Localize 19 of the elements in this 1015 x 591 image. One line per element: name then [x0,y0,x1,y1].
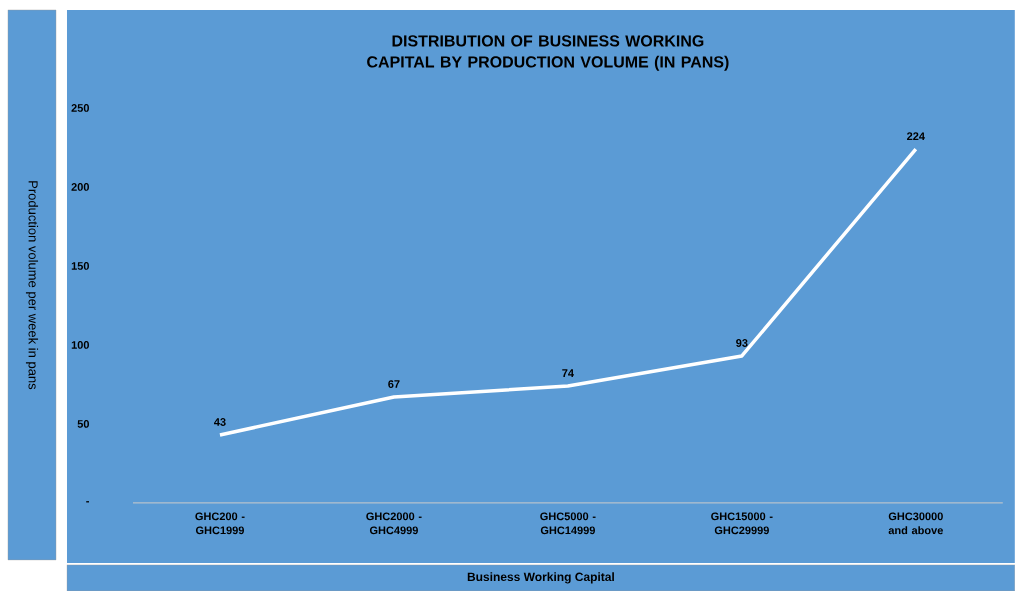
data-label: 74 [562,369,574,377]
y-tick-label: 50 [77,420,89,428]
y-tick-label: 250 [71,104,89,112]
data-label: 67 [388,380,400,388]
x-tick-label: GHC200 - GHC1999 [195,512,245,535]
data-label: 93 [736,339,748,347]
y-tick-label: 150 [71,262,89,270]
x-axis-title: Business Working Capital [467,572,614,584]
x-tick-label: GHC2000 - GHC4999 [366,512,422,535]
y-tick-label: - [86,501,89,503]
x-tick-label: GHC5000 - GHC14999 [540,512,596,535]
y-tick-label: 100 [71,341,89,349]
y-tick-label: 200 [71,183,89,191]
x-tick-label: GHC30000 and above [888,512,943,535]
x-tick-label: GHC15000 - GHC29999 [711,512,773,535]
data-label: 43 [214,418,226,426]
chart-title: DISTRIBUTION OF BUSINESS WORKING CAPITAL BY PRODUCTION VOLUME (IN PANS) [367,35,729,71]
y-axis-title: Production volume per week in pans [25,181,39,390]
data-label: 224 [907,132,925,140]
